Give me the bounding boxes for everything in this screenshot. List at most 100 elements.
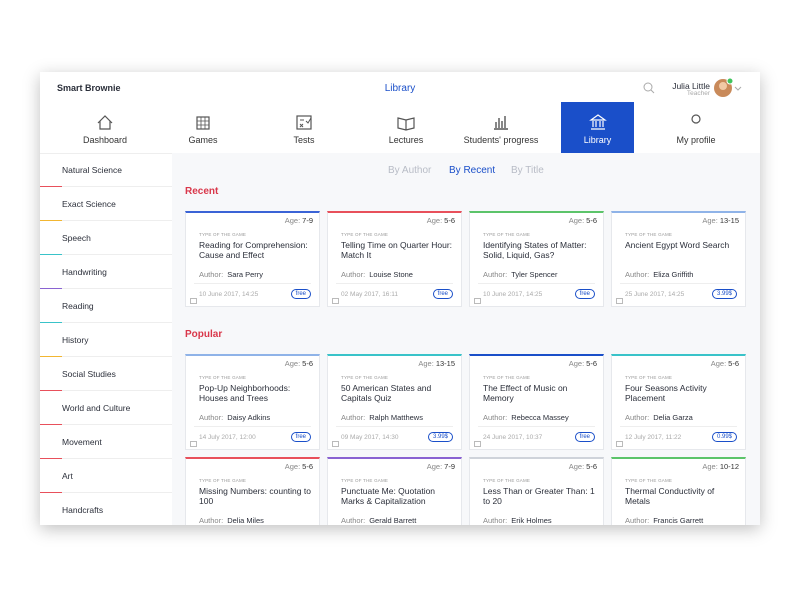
nav-item[interactable]: Games <box>154 102 252 153</box>
sidebar-item[interactable]: Speech <box>40 221 172 255</box>
user-name[interactable]: Julia Little <box>672 81 710 91</box>
author: Author: Rebecca Massey <box>483 413 569 422</box>
sidebar-divider <box>62 288 172 289</box>
age-value: 5-6 <box>586 359 597 368</box>
user-role: Teacher <box>686 90 710 97</box>
age-label: Age: <box>426 216 443 225</box>
sidebar-item[interactable]: Social Studies <box>40 357 172 391</box>
age-label: Age: <box>710 359 727 368</box>
game-card[interactable]: Age: 5-6 TYPE OF THE GAME Telling Time on Q… <box>327 211 462 307</box>
sidebar-divider <box>62 390 172 391</box>
sidebar-accent <box>40 186 62 187</box>
age-label: Age: <box>418 359 434 368</box>
price-badge: free <box>432 289 453 299</box>
avatar[interactable] <box>713 77 743 99</box>
card-title: Reading for Comprehension: Cause and Eff… <box>199 240 308 260</box>
game-card[interactable]: Age: 10-12 TYPE OF THE GAME Thermal Conduct… <box>611 457 746 525</box>
nav-item[interactable]: Lectures <box>357 102 455 153</box>
author-name: Ralph Matthews <box>369 413 423 422</box>
nav-item[interactable]: My profile <box>647 102 745 153</box>
brand[interactable]: Smart Brownie <box>57 83 121 93</box>
sidebar-item[interactable]: World and Culture <box>40 391 172 425</box>
price-badge: free <box>290 432 311 442</box>
card-title: Identifying States of Matter: Solid, Liq… <box>483 240 587 260</box>
game-card[interactable]: Age: 5-6 TYPE OF THE GAME Identifying State… <box>469 211 604 307</box>
sidebar-item[interactable]: Natural Science <box>40 153 172 187</box>
author-name: Rebecca Massey <box>511 413 569 422</box>
card-divider <box>194 426 311 427</box>
nav-label: Dashboard <box>82 135 128 145</box>
filter-tab[interactable]: By Author <box>388 165 432 176</box>
author-label: Author: <box>199 516 224 525</box>
sidebar-label: Art <box>62 471 73 481</box>
card-title: Less Than or Greater Than: 1 to 20 <box>483 486 595 506</box>
game-card[interactable]: Age: 13-15 TYPE OF THE GAME Ancient Egypt W… <box>611 211 746 307</box>
author: Author: Ralph Matthews <box>341 413 423 422</box>
game-card[interactable]: Age: 13-15 TYPE OF THE GAME 50 American Sta… <box>327 354 462 450</box>
age: Age: 5-6 <box>285 462 313 471</box>
age-value: 10-12 <box>719 462 739 471</box>
game-card[interactable]: Age: 7-9 TYPE OF THE GAME Punctuate Me: Quo… <box>327 457 462 525</box>
author: Author: Sara Perry <box>199 270 263 279</box>
game-card[interactable]: Age: 5-6 TYPE OF THE GAME Missing Numbers: … <box>185 457 320 525</box>
filter-tab[interactable]: By Recent <box>449 165 496 176</box>
card-title: Thermal Conductivity of Metals <box>625 486 715 506</box>
game-type: TYPE OF THE GAME <box>199 232 247 237</box>
author-label: Author: <box>199 270 224 279</box>
nav-item[interactable]: Library <box>561 102 634 153</box>
nav-icon <box>397 117 415 131</box>
game-card[interactable]: Age: 5-6 TYPE OF THE GAME Four Seasons Acti… <box>611 354 746 450</box>
game-type: TYPE OF THE GAME <box>199 375 247 380</box>
age: Age: 5-6 <box>569 462 597 471</box>
sidebar-item[interactable]: Movement <box>40 425 172 459</box>
age-label: Age: <box>568 462 585 471</box>
author-name: Daisy Adkins <box>227 413 271 422</box>
age-value: 5-6 <box>444 216 455 225</box>
sidebar-item[interactable]: Reading <box>40 289 172 323</box>
game-card[interactable]: Age: 5-6 TYPE OF THE GAME Pop-Up Neighborho… <box>185 354 320 450</box>
sidebar-divider <box>62 220 172 221</box>
sidebar-label: Speech <box>62 233 91 243</box>
card-divider <box>478 283 595 284</box>
game-type: TYPE OF THE GAME <box>483 232 531 237</box>
game-card[interactable]: Age: 5-6 TYPE OF THE GAME The Effect of Mus… <box>469 354 604 450</box>
content: By Author By Recent By Title Recent Age: 7-9 T… <box>172 153 760 525</box>
author-name: Francis Garrett <box>653 516 704 525</box>
nav-label: My profile <box>676 135 716 145</box>
author: Author: Eliza Griffith <box>625 270 693 279</box>
nav-icon <box>494 116 508 130</box>
card-title: Pop-Up Neighborhoods: Houses and Trees <box>199 383 291 403</box>
sidebar-item[interactable]: Handwriting <box>40 255 172 289</box>
sidebar-label: Handcrafts <box>62 505 104 515</box>
game-type: TYPE OF THE GAME <box>483 478 531 483</box>
nav-item[interactable]: Dashboard <box>56 102 154 153</box>
price-badge: 0.99$ <box>711 432 737 442</box>
page-title: Library <box>384 83 416 94</box>
sidebar-item[interactable]: Handcrafts <box>40 493 172 525</box>
sidebar-item[interactable]: Art <box>40 459 172 493</box>
author-label: Author: <box>341 516 366 525</box>
card-divider <box>336 283 453 284</box>
game-card[interactable]: Age: 7-9 TYPE OF THE GAME Reading for Compr… <box>185 211 320 307</box>
filter-tab[interactable]: By Title <box>511 165 544 176</box>
author-label: Author: <box>625 516 650 525</box>
search-icon[interactable] <box>643 82 655 94</box>
nav-item[interactable]: Tests <box>255 102 353 153</box>
nav-label: Games <box>188 135 218 145</box>
card-title: Ancient Egypt Word Search <box>625 240 730 250</box>
card-date: 02 May 2017, 16:11 <box>341 291 398 298</box>
nav-item[interactable]: Students' progress <box>452 102 550 153</box>
sidebar-divider <box>62 254 172 255</box>
age-value: 13-15 <box>435 359 455 368</box>
sidebar-item[interactable]: Exact Science <box>40 187 172 221</box>
sidebar-divider <box>62 424 172 425</box>
age-value: 5-6 <box>586 462 597 471</box>
nav-icon <box>196 116 210 130</box>
author-name: Louise Stone <box>369 270 413 279</box>
sidebar-item[interactable]: History <box>40 323 172 357</box>
sidebar: Natural Science Exact Science Speech Handwr… <box>40 153 173 525</box>
game-card[interactable]: Age: 5-6 TYPE OF THE GAME Less Than or Grea… <box>469 457 604 525</box>
calendar-icon <box>474 291 481 309</box>
card-divider <box>478 426 595 427</box>
sidebar-accent <box>40 492 62 493</box>
